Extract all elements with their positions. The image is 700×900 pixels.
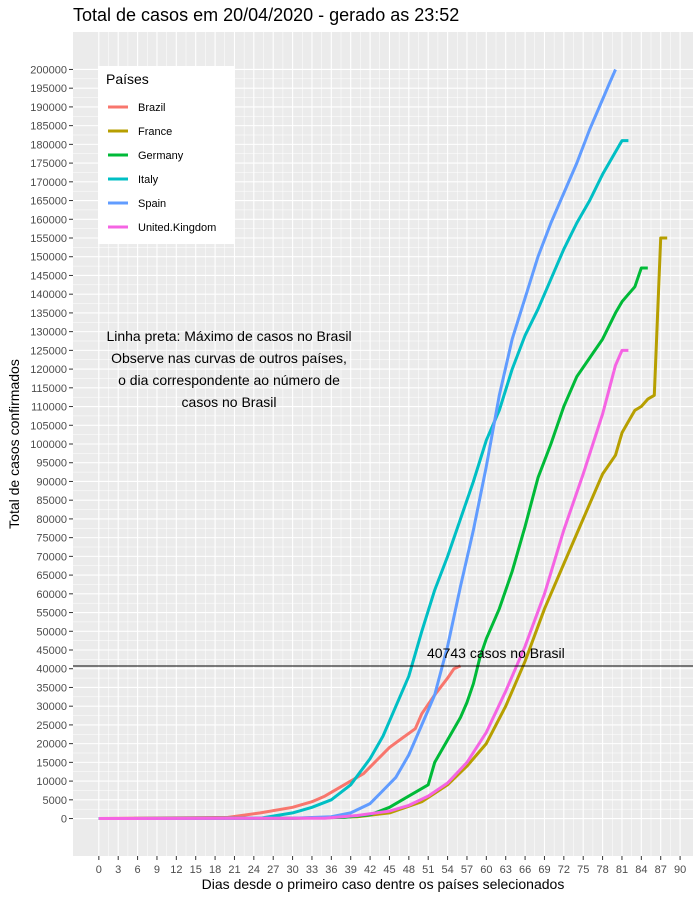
legend-label: United.Kingdom (138, 222, 216, 234)
x-tick-label: 12 (170, 864, 182, 876)
y-tick-label: 45000 (36, 645, 67, 657)
y-tick-label: 110000 (31, 402, 67, 414)
legend-title: Países (106, 71, 149, 87)
x-tick-label: 6 (135, 864, 141, 876)
legend-label: Germany (138, 150, 184, 162)
y-tick-label: 165000 (30, 196, 67, 208)
x-tick-label: 27 (267, 864, 279, 876)
y-tick-label: 80000 (36, 514, 67, 526)
x-tick-label: 21 (228, 864, 240, 876)
x-tick-label: 3 (115, 864, 121, 876)
annotation-line: o dia correspondente ao número de (118, 372, 340, 388)
chart-title: Total de casos em 20/04/2020 - gerado as… (73, 5, 459, 25)
y-tick-label: 140000 (30, 289, 67, 301)
y-tick-label: 155000 (30, 233, 67, 245)
x-tick-label: 66 (519, 864, 531, 876)
y-tick-label: 125000 (30, 345, 67, 357)
y-tick-label: 25000 (36, 720, 67, 732)
x-tick-label: 15 (190, 864, 202, 876)
legend-label: Spain (138, 198, 166, 210)
y-tick-label: 105000 (30, 420, 67, 432)
annotation-line: casos no Brasil (182, 394, 277, 410)
y-tick-label: 0 (61, 814, 67, 826)
x-tick-label: 9 (154, 864, 160, 876)
y-tick-label: 185000 (30, 121, 67, 133)
y-tick-label: 15000 (36, 757, 67, 769)
y-tick-label: 100000 (30, 439, 67, 451)
x-tick-label: 24 (248, 864, 260, 876)
x-tick-label: 81 (616, 864, 628, 876)
x-tick-label: 0 (96, 864, 102, 876)
x-tick-label: 33 (306, 864, 318, 876)
x-tick-label: 69 (538, 864, 550, 876)
legend: Países Brazil France Germany Italy Spain Unit… (98, 66, 234, 244)
series-line-united-kingdom (98, 348, 629, 820)
y-tick-label: 175000 (30, 158, 67, 170)
annotation-line: Observe nas curvas de outros países, (111, 350, 347, 366)
y-tick-label: 130000 (30, 327, 67, 339)
y-tick-label: 10000 (36, 776, 67, 788)
series-line-italy (98, 139, 629, 820)
y-tick-label: 35000 (36, 682, 67, 694)
annotation: Linha preta: Máximo de casos no Brasil O… (106, 328, 351, 410)
x-tick-label: 75 (577, 864, 589, 876)
y-tick-label: 5000 (43, 795, 67, 807)
legend-label: Italy (138, 174, 159, 186)
x-tick-label: 87 (655, 864, 667, 876)
hline-label: 40743 casos no Brasil (427, 645, 565, 661)
x-tick-label: 57 (461, 864, 473, 876)
y-tick-label: 160000 (30, 214, 67, 226)
y-tick-label: 120000 (30, 364, 67, 376)
x-tick-label: 30 (286, 864, 298, 876)
series-line-spain (98, 68, 617, 820)
y-tick-label: 145000 (30, 270, 67, 282)
x-tick-label: 63 (500, 864, 512, 876)
legend-items: Brazil France Germany Italy Spain United.King… (108, 102, 216, 234)
x-axis-label: Dias desde o primeiro caso dentre os paí… (202, 876, 565, 892)
x-tick-label: 39 (345, 864, 357, 876)
y-tick-label: 65000 (36, 570, 67, 582)
series-line-germany (98, 266, 648, 820)
y-tick-label: 40000 (36, 664, 67, 676)
y-tick-label: 50000 (36, 626, 67, 638)
x-tick-label: 45 (383, 864, 395, 876)
series-lines (98, 68, 668, 820)
x-tick-label: 36 (325, 864, 337, 876)
y-tick-label: 135000 (30, 308, 67, 320)
y-axis-label: Total de casos confirmados (6, 359, 22, 529)
y-tick-label: 95000 (36, 458, 67, 470)
x-tick-label: 72 (558, 864, 570, 876)
y-tick-label: 115000 (31, 383, 67, 395)
y-tick-label: 200000 (30, 64, 67, 76)
y-tick-label: 55000 (36, 608, 67, 620)
x-tick-label: 78 (596, 864, 608, 876)
x-tick-label: 48 (403, 864, 415, 876)
legend-label: Brazil (138, 102, 166, 114)
x-tick-label: 60 (480, 864, 492, 876)
y-tick-label: 85000 (36, 495, 67, 507)
y-tick-label: 195000 (30, 83, 67, 95)
y-tick-label: 190000 (30, 102, 67, 114)
x-tick-label: 84 (635, 864, 647, 876)
y-tick-label: 20000 (36, 739, 67, 751)
x-tick-label: 54 (441, 864, 453, 876)
y-tick-label: 150000 (30, 252, 67, 264)
x-tick-label: 90 (674, 864, 686, 876)
y-tick-label: 60000 (36, 589, 67, 601)
x-tick-label: 42 (364, 864, 376, 876)
x-tick-label: 51 (422, 864, 434, 876)
x-axis: 0 3 6 9 12 15 18 21 24 27 30 33 36 39 42 45 48 51 54 57 60 63… (96, 856, 686, 876)
legend-label: France (138, 126, 172, 138)
x-tick-label: 18 (209, 864, 221, 876)
y-tick-label: 30000 (36, 701, 67, 713)
annotation-line: Linha preta: Máximo de casos no Brasil (106, 328, 351, 344)
y-tick-label: 90000 (36, 476, 67, 488)
y-axis: 0 5000 10000 15000 20000 25000 30000 35000 40000… (30, 64, 73, 826)
y-tick-label: 170000 (30, 177, 67, 189)
y-tick-label: 180000 (30, 139, 67, 151)
y-tick-label: 70000 (36, 551, 67, 563)
y-tick-label: 75000 (36, 533, 67, 545)
